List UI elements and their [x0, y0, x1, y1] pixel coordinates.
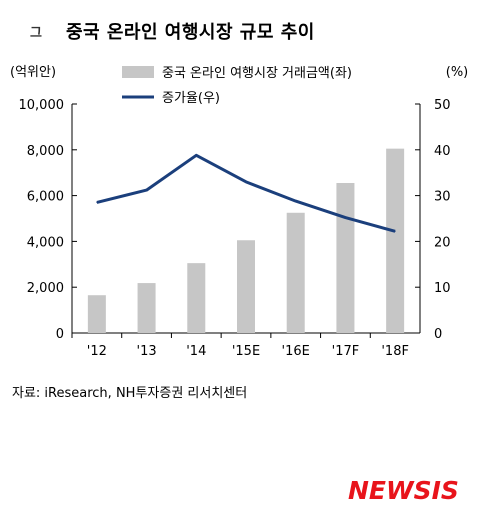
line-series — [96, 153, 396, 233]
newsis-logo: NEWSIS — [348, 476, 459, 505]
line-point — [394, 230, 396, 232]
x-tick-label: '13 — [137, 344, 157, 359]
legend-bar-swatch — [122, 66, 154, 78]
legend: 중국 온라인 여행시장 거래금액(좌) 증가율(우) — [122, 65, 352, 106]
bar — [386, 148, 405, 333]
x-tick-label: '16E — [282, 344, 310, 359]
bar — [286, 212, 305, 333]
right-tick-label: 20 — [434, 235, 451, 250]
chart: 0 2,000 4,000 6,000 8,000 10,000 0 10 20 30 40 50 (억… — [10, 65, 468, 359]
bar — [87, 295, 106, 333]
left-tick-label: 0 — [56, 327, 64, 342]
line-point — [96, 201, 98, 203]
line-point — [146, 189, 148, 191]
right-tick-label: 0 — [434, 327, 442, 342]
left-tick-label: 8,000 — [27, 144, 64, 159]
x-tick-label: '12 — [87, 344, 107, 359]
right-tick-label: 10 — [434, 281, 451, 296]
bar-series — [87, 148, 405, 333]
source-note: 자료: iResearch, NH투자증권 리서치센터 — [12, 386, 248, 401]
tick-labels: 0 2,000 4,000 6,000 8,000 10,000 0 10 20 30 40 50 (억… — [10, 65, 468, 359]
line-point — [195, 154, 197, 156]
legend-bar-label: 중국 온라인 여행시장 거래금액(좌) — [162, 65, 352, 81]
x-tick-label: '18F — [381, 344, 409, 359]
bar — [137, 283, 156, 333]
right-tick-label: 40 — [434, 144, 451, 159]
chart-title: 중국 온라인 여행시장 규모 추이 — [65, 22, 315, 43]
line-point — [245, 181, 247, 183]
bar — [237, 240, 255, 333]
left-tick-label: 6,000 — [27, 190, 64, 205]
left-tick-label: 2,000 — [27, 281, 64, 296]
legend-line-label: 증가율(우) — [162, 91, 220, 106]
line-point — [344, 217, 346, 219]
x-tick-label: '14 — [186, 344, 206, 359]
line-point — [295, 200, 297, 202]
right-tick-label: 30 — [434, 190, 451, 205]
right-axis-unit: (%) — [446, 65, 469, 80]
x-tick-label: '15E — [232, 344, 260, 359]
left-axis-unit: (억위안) — [10, 65, 56, 80]
right-tick-label: 50 — [434, 98, 451, 113]
title-row: 그 중국 온라인 여행시장 규모 추이 — [30, 16, 315, 46]
left-tick-label: 10,000 — [19, 98, 65, 113]
left-tick-label: 4,000 — [27, 235, 64, 250]
title-mark: 그 — [30, 25, 42, 41]
x-tick-label: '17F — [332, 344, 360, 359]
bar — [187, 263, 206, 333]
bar — [336, 183, 355, 333]
